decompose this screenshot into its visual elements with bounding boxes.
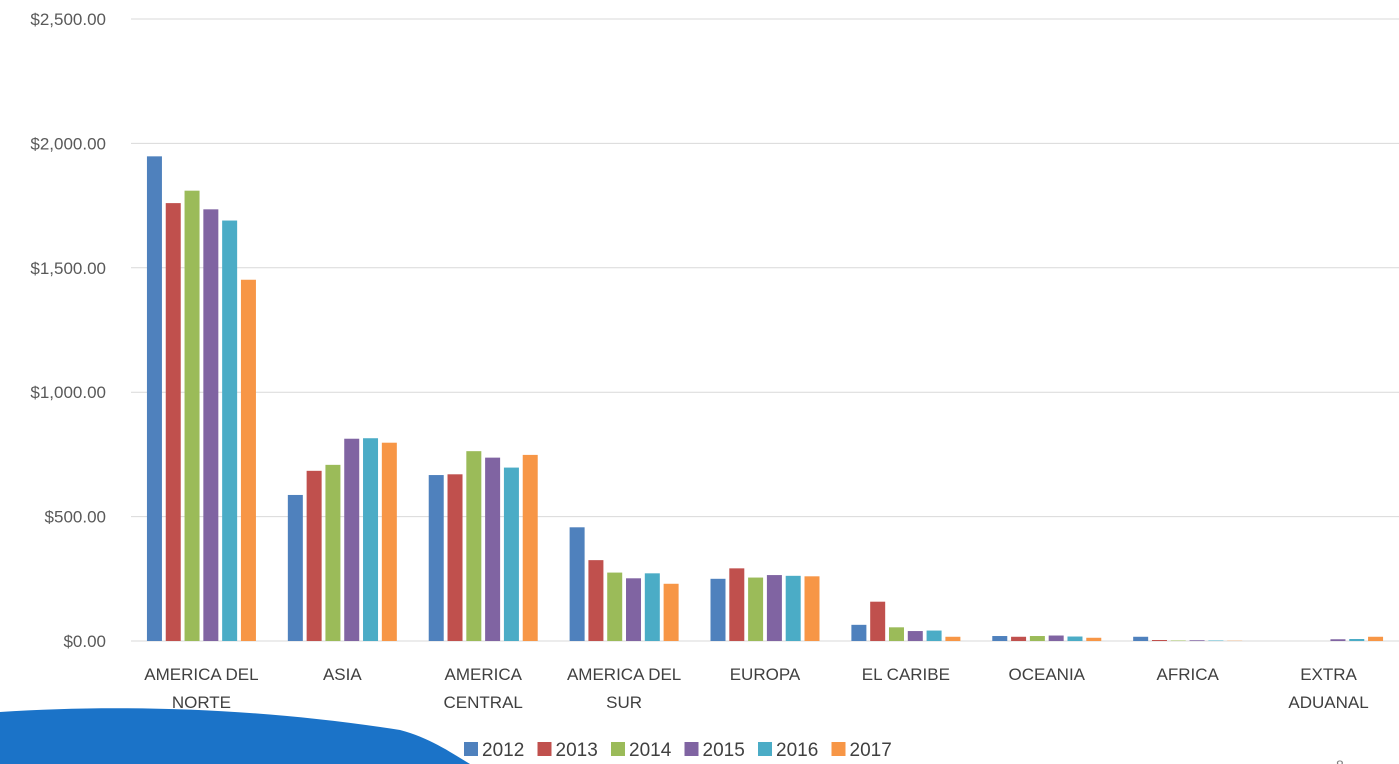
y-tick-label: $0.00 bbox=[63, 632, 106, 651]
bar bbox=[1151, 640, 1167, 641]
bar bbox=[1349, 639, 1365, 641]
bar bbox=[1189, 640, 1205, 641]
x-tick-label: AMERICA CENTRAL bbox=[444, 665, 523, 712]
bar bbox=[663, 583, 679, 641]
bar bbox=[203, 209, 219, 641]
legend-label: 2015 bbox=[703, 740, 745, 761]
y-tick-label: $2,500.00 bbox=[30, 10, 106, 29]
bar bbox=[428, 475, 444, 641]
bar bbox=[1368, 636, 1384, 641]
bar bbox=[785, 575, 801, 641]
y-tick-label: $500.00 bbox=[45, 508, 106, 527]
bar bbox=[569, 527, 585, 641]
legend-swatch bbox=[684, 742, 699, 756]
bar bbox=[381, 442, 397, 641]
x-tick-label: EXTRA ADUANAL bbox=[1288, 665, 1368, 712]
bar bbox=[325, 464, 341, 641]
bar bbox=[1067, 636, 1083, 641]
bar bbox=[1011, 636, 1027, 641]
bar bbox=[851, 624, 867, 641]
x-tick-label: ASIA bbox=[323, 665, 362, 684]
legend-swatch bbox=[758, 742, 772, 756]
bar bbox=[766, 575, 782, 641]
bar bbox=[626, 578, 642, 641]
bar bbox=[222, 220, 238, 641]
bar bbox=[503, 467, 519, 641]
decorative-swoosh bbox=[0, 708, 470, 764]
y-tick-label: $1,000.00 bbox=[30, 383, 106, 402]
y-tick-label: $1,500.00 bbox=[30, 259, 106, 278]
bar bbox=[184, 190, 200, 641]
bar bbox=[466, 451, 482, 641]
bar bbox=[748, 577, 764, 641]
bar bbox=[907, 631, 923, 641]
bar bbox=[146, 156, 162, 642]
bar bbox=[522, 454, 538, 641]
page-number: 8 bbox=[1336, 757, 1344, 764]
bar bbox=[344, 438, 360, 641]
x-tick-label: AMERICA DEL SUR bbox=[567, 665, 681, 712]
y-tick-label: $2,000.00 bbox=[30, 134, 106, 153]
bar bbox=[992, 636, 1008, 641]
x-tick-label: EL CARIBE bbox=[862, 665, 950, 684]
legend-label: 2017 bbox=[850, 740, 892, 761]
bar bbox=[447, 474, 463, 641]
legend-swatch bbox=[831, 742, 846, 756]
bar bbox=[1133, 636, 1149, 641]
bar bbox=[588, 560, 604, 641]
bar bbox=[1029, 636, 1045, 641]
legend-swatch bbox=[537, 742, 552, 756]
bar bbox=[926, 630, 942, 641]
legend-label: 2012 bbox=[482, 740, 524, 761]
legend-label: 2014 bbox=[629, 740, 672, 761]
legend-label: 2013 bbox=[556, 740, 598, 761]
bar bbox=[363, 438, 379, 641]
bar bbox=[287, 494, 303, 641]
x-tick-label: AMERICA DEL NORTE bbox=[144, 665, 258, 712]
bar bbox=[1048, 635, 1064, 641]
legend-label: 2016 bbox=[776, 740, 818, 761]
bar bbox=[804, 576, 820, 641]
bar bbox=[485, 457, 501, 641]
bar bbox=[888, 627, 904, 641]
legend-swatch bbox=[611, 742, 625, 756]
bar bbox=[306, 470, 322, 641]
x-tick-label: OCEANIA bbox=[1009, 665, 1086, 684]
x-tick-label: AFRICA bbox=[1156, 665, 1219, 684]
bar bbox=[729, 568, 745, 641]
bar bbox=[644, 573, 660, 641]
bar bbox=[870, 601, 886, 641]
bar bbox=[945, 636, 961, 641]
bar bbox=[607, 572, 623, 641]
legend-swatch bbox=[464, 742, 478, 756]
bar bbox=[1086, 637, 1102, 641]
bar bbox=[165, 203, 181, 641]
x-tick-label: EUROPA bbox=[730, 665, 801, 684]
bar bbox=[240, 279, 256, 641]
bar bbox=[1330, 639, 1346, 641]
bar bbox=[710, 578, 726, 641]
